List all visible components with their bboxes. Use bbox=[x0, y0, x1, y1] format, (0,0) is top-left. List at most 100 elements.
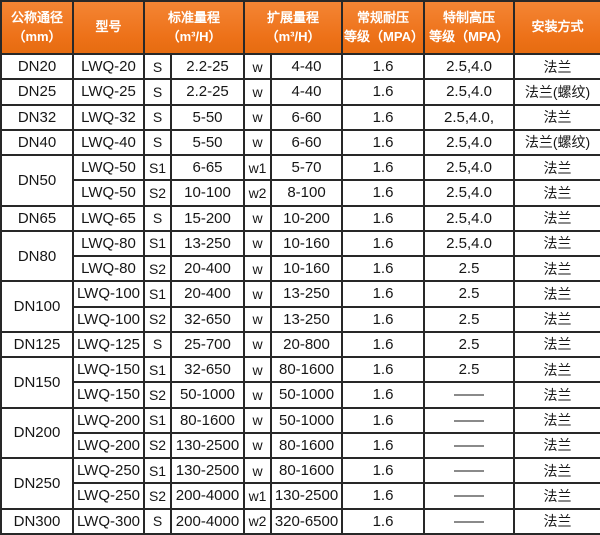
cell-model: LWQ-250 bbox=[72, 482, 145, 510]
cell-standard-range: 50-1000 bbox=[169, 381, 246, 409]
cell-extended-code: w bbox=[243, 355, 273, 384]
cell-model: LWQ-32 bbox=[72, 103, 145, 131]
cell-extended-range: 13-250 bbox=[270, 305, 344, 333]
cell-extended-range: 5-70 bbox=[270, 153, 344, 182]
cell-high-pressure: 2.5,4.0 bbox=[423, 204, 516, 232]
cell-high-pressure: —— bbox=[423, 406, 516, 434]
cell-standard-code: S2 bbox=[143, 431, 172, 460]
cell-standard-range: 32-650 bbox=[169, 305, 246, 333]
cell-standard-range: 10-100 bbox=[169, 179, 246, 207]
cell-model: LWQ-20 bbox=[72, 52, 145, 81]
cell-extended-range: 80-1600 bbox=[270, 431, 344, 460]
cell-extended-range: 50-1000 bbox=[270, 381, 344, 409]
cell-model: LWQ-25 bbox=[72, 78, 145, 106]
header-nominal-diameter: 公称通径 （mm） bbox=[0, 0, 74, 55]
cell-extended-range: 130-2500 bbox=[270, 482, 344, 510]
cell-normal-pressure: 1.6 bbox=[341, 507, 426, 535]
cell-standard-code: S bbox=[143, 52, 172, 81]
cell-extended-range: 10-160 bbox=[270, 254, 344, 283]
cell-extended-code: w1 bbox=[243, 153, 273, 182]
cell-extended-range: 4-40 bbox=[270, 78, 344, 106]
cell-extended-range: 80-1600 bbox=[270, 355, 344, 384]
table-row: DN25 LWQ-25 S 2.2-25 w 4-40 1.6 2.5,4.0 法兰(螺纹) bbox=[0, 78, 600, 106]
header-standard-range: 标准量程 （m³/H） bbox=[142, 0, 246, 55]
cell-extended-code: w bbox=[243, 406, 273, 434]
cell-install-method: 法兰 bbox=[513, 355, 600, 384]
cell-standard-code: S bbox=[143, 103, 172, 131]
header-row: 公称通径 （mm） 型号 标准量程 （m³/H） 扩展量程 （m³/H） 常规耐… bbox=[0, 0, 600, 55]
cell-extended-range: 6-60 bbox=[270, 103, 344, 131]
cell-extended-code: w bbox=[243, 280, 273, 308]
header-model: 型号 bbox=[72, 0, 145, 55]
cell-extended-range: 80-1600 bbox=[270, 456, 344, 485]
cell-extended-code: w2 bbox=[243, 179, 273, 207]
cell-model: LWQ-65 bbox=[72, 204, 145, 232]
cell-standard-code: S1 bbox=[143, 406, 172, 434]
cell-standard-range: 200-4000 bbox=[169, 507, 246, 535]
cell-standard-code: S2 bbox=[143, 482, 172, 510]
cell-standard-range: 5-50 bbox=[169, 128, 246, 157]
cell-model: LWQ-200 bbox=[72, 406, 145, 434]
header-install-method: 安装方式 bbox=[513, 0, 600, 55]
cell-extended-code: w bbox=[243, 229, 273, 258]
cell-normal-pressure: 1.6 bbox=[341, 179, 426, 207]
cell-model: LWQ-40 bbox=[72, 128, 145, 157]
cell-standard-code: S bbox=[143, 507, 172, 535]
cell-normal-pressure: 1.6 bbox=[341, 355, 426, 384]
cell-normal-pressure: 1.6 bbox=[341, 330, 426, 359]
cell-install-method: 法兰(螺纹) bbox=[513, 128, 600, 157]
cell-nominal-diameter: DN80 bbox=[0, 229, 74, 283]
cell-model: LWQ-150 bbox=[72, 355, 145, 384]
cell-high-pressure: 2.5,4.0 bbox=[423, 153, 516, 182]
cell-normal-pressure: 1.6 bbox=[341, 280, 426, 308]
cell-nominal-diameter: DN300 bbox=[0, 507, 74, 535]
cell-standard-code: S bbox=[143, 204, 172, 232]
cell-standard-range: 20-400 bbox=[169, 254, 246, 283]
cell-model: LWQ-80 bbox=[72, 229, 145, 258]
cell-extended-code: w bbox=[243, 330, 273, 359]
cell-model: LWQ-150 bbox=[72, 381, 145, 409]
cell-install-method: 法兰 bbox=[513, 381, 600, 409]
cell-extended-range: 50-1000 bbox=[270, 406, 344, 434]
cell-install-method: 法兰 bbox=[513, 204, 600, 232]
cell-standard-code: S1 bbox=[143, 355, 172, 384]
cell-normal-pressure: 1.6 bbox=[341, 406, 426, 434]
table-row: DN250 LWQ-250 S1 130-2500 w 80-1600 1.6 —— 法兰 bbox=[0, 456, 600, 510]
cell-standard-code: S bbox=[143, 128, 172, 157]
cell-nominal-diameter: DN150 bbox=[0, 356, 74, 409]
cell-normal-pressure: 1.6 bbox=[341, 52, 426, 81]
cell-nominal-diameter: DN250 bbox=[0, 457, 74, 510]
cell-extended-code: w bbox=[243, 381, 273, 409]
cell-install-method: 法兰 bbox=[513, 153, 600, 182]
table-row: DN100 LWQ-100 S1 20-400 w 13-250 1.6 2.5 法兰 bbox=[0, 280, 600, 333]
cell-install-method: 法兰 bbox=[513, 305, 600, 333]
cell-extended-range: 320-6500 bbox=[270, 507, 344, 535]
cell-high-pressure: 2.5 bbox=[423, 280, 516, 308]
cell-model: LWQ-250 bbox=[72, 456, 145, 485]
cell-standard-range: 2.2-25 bbox=[169, 78, 246, 106]
cell-install-method: 法兰 bbox=[513, 456, 600, 485]
cell-model: LWQ-50 bbox=[72, 179, 145, 207]
cell-high-pressure: 2.5,4.0 bbox=[423, 52, 516, 81]
cell-install-method: 法兰 bbox=[513, 103, 600, 131]
cell-standard-code: S2 bbox=[143, 254, 172, 283]
table-row: LWQ-80 S2 20-400 w 10-160 1.6 2.5 法兰 bbox=[1, 254, 600, 283]
cell-standard-range: 6-65 bbox=[169, 153, 246, 182]
cell-install-method: 法兰 bbox=[513, 330, 600, 359]
table-row: LWQ-200 S2 130-2500 w 80-1600 1.6 —— 法兰 bbox=[1, 431, 600, 460]
table-body: DN20 LWQ-20 S 2.2-25 w 4-40 1.6 2.5,4.0 法兰 DN25 LW… bbox=[0, 52, 600, 535]
cell-install-method: 法兰 bbox=[513, 406, 600, 434]
cell-model: LWQ-300 bbox=[72, 507, 145, 535]
cell-extended-code: w1 bbox=[243, 482, 273, 510]
table-row: DN65 LWQ-65 S 15-200 w 10-200 1.6 2.5,4.0 法兰 bbox=[0, 204, 600, 232]
cell-nominal-diameter: DN25 bbox=[0, 78, 74, 106]
cell-nominal-diameter: DN32 bbox=[0, 103, 74, 131]
cell-standard-code: S1 bbox=[143, 153, 172, 182]
cell-standard-range: 15-200 bbox=[169, 204, 246, 232]
cell-install-method: 法兰(螺纹) bbox=[513, 78, 600, 106]
cell-standard-range: 200-4000 bbox=[169, 482, 246, 510]
cell-standard-code: S bbox=[143, 78, 172, 106]
cell-install-method: 法兰 bbox=[513, 229, 600, 258]
cell-standard-code: S2 bbox=[143, 179, 172, 207]
